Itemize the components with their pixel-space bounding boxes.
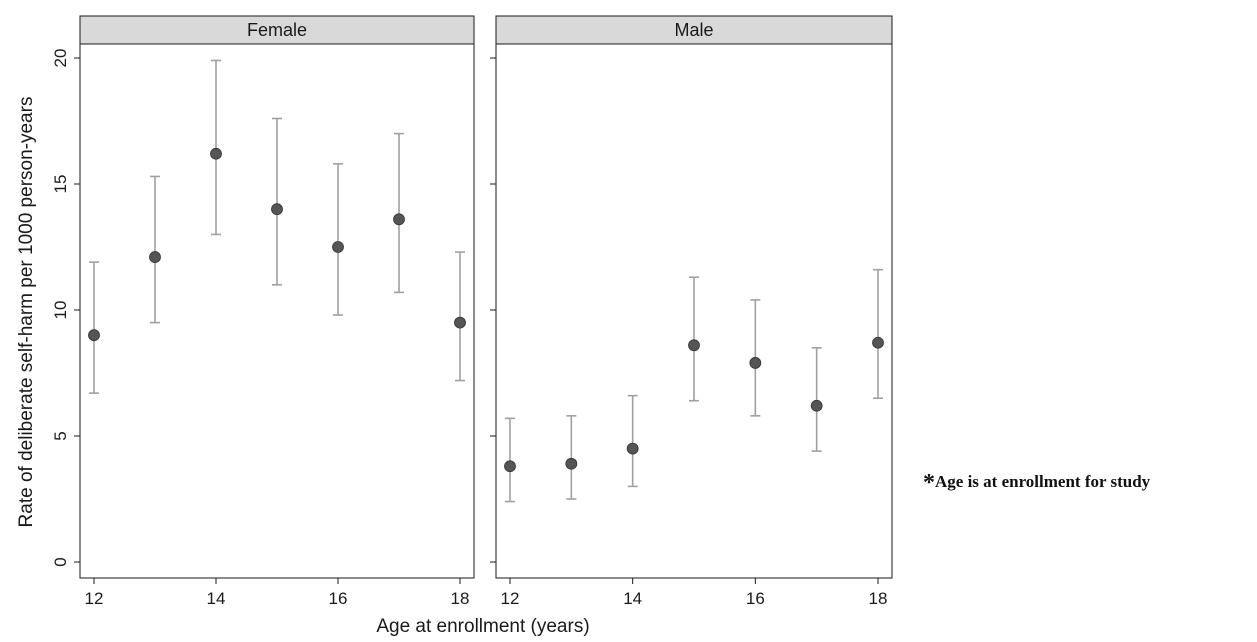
panel-male: Male 12 14 16 18: [490, 15, 893, 608]
panel-strip-label: Female: [247, 20, 307, 40]
data-point: [688, 339, 700, 352]
data-point: [565, 457, 578, 470]
data-point: [626, 442, 639, 455]
data-point: [454, 316, 466, 329]
footnote: *Age is at enrollment for study: [923, 470, 1150, 497]
footnote-marker: *: [923, 470, 935, 496]
data-point: [504, 460, 516, 473]
y-tick-label: 15: [51, 175, 70, 194]
x-tick-label: 16: [746, 589, 765, 608]
panels-layer: Female 0 5 10 15 20 12 14 16 18 Male 12 14 16 18: [51, 15, 893, 608]
x-tick-label: 18: [869, 589, 888, 608]
data-point: [271, 203, 283, 216]
data-point: [749, 357, 762, 369]
y-tick-label: 5: [51, 431, 70, 440]
x-tick-label: 14: [623, 589, 642, 608]
panel-strip: [79, 15, 475, 45]
data-point: [210, 147, 222, 160]
y-axis-title: Rate of deliberate self-harm per 1000 pe…: [16, 97, 37, 528]
panel-female: Female 0 5 10 15 20 12 14 16 18: [51, 15, 475, 608]
data-point: [393, 213, 405, 226]
data-point: [810, 399, 823, 412]
data-point: [149, 251, 161, 263]
x-tick-label: 14: [207, 589, 226, 608]
panel-strip-label: Male: [674, 20, 713, 40]
data-point: [872, 336, 884, 349]
x-tick-label: 16: [329, 589, 348, 608]
panel-strip: [495, 15, 893, 45]
x-axis-title: Age at enrollment (years): [376, 616, 589, 637]
x-tick-label: 18: [451, 589, 470, 608]
data-point: [88, 329, 100, 342]
x-tick-label: 12: [501, 589, 520, 608]
y-tick-label: 10: [51, 301, 70, 320]
y-tick-label: 0: [51, 557, 70, 566]
y-tick-label: 20: [51, 49, 70, 68]
x-tick-label: 12: [85, 589, 104, 608]
footnote-text: Age is at enrollment for study: [935, 472, 1151, 491]
data-point: [332, 241, 344, 253]
